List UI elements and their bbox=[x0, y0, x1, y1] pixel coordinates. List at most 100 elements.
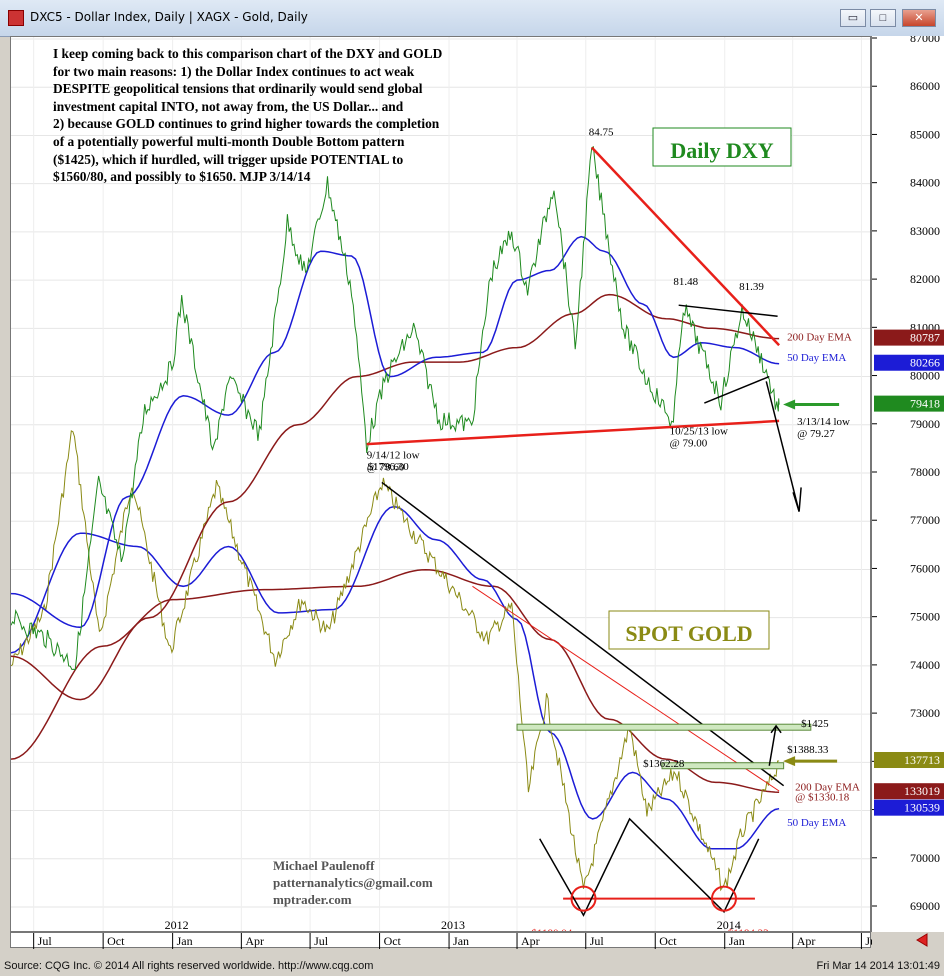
chart-svg: Daily DXY SPOT GOLD 84.75 81.48 81.39 9/14/12… bbox=[11, 37, 870, 932]
maximize-button[interactable]: □ bbox=[870, 9, 896, 27]
app-icon bbox=[8, 10, 24, 26]
annotation-label: @ 79.00 bbox=[670, 437, 708, 449]
last-value-badge bbox=[874, 752, 944, 769]
close-button[interactable]: ✕ bbox=[902, 9, 936, 27]
gold-w-pattern bbox=[539, 817, 760, 917]
dxy-triangle-lower bbox=[704, 375, 770, 404]
annotation-label: 50 Day EMA bbox=[787, 352, 846, 364]
price-tick-label: 82000 bbox=[910, 272, 940, 286]
gold-1362-box bbox=[661, 762, 785, 770]
commentary-text: I keep coming back to this comparison ch… bbox=[53, 46, 443, 185]
month-label: Apr bbox=[797, 934, 816, 948]
dxy-resistance-trendline bbox=[590, 146, 781, 347]
dxy-200ema-line bbox=[11, 293, 780, 701]
price-tick-label: 76000 bbox=[910, 561, 940, 575]
status-bar: Source: CQG Inc. © 2014 All rights reser… bbox=[0, 956, 944, 976]
dxy-pointer-arrowhead bbox=[783, 399, 796, 410]
window-title: DXC5 - Dollar Index, Daily | XAGX - Gold… bbox=[30, 10, 308, 24]
dxy-triangle-upper bbox=[678, 304, 778, 318]
time-axis[interactable]: Jul Oct Jan Apr Jul Oct Jan Apr Jul Oct Jan Apr Jul bbox=[10, 932, 880, 949]
year-label: 2013 bbox=[441, 918, 465, 932]
gold-bottom2-circle bbox=[710, 885, 737, 912]
minimize-button[interactable]: ▭ bbox=[840, 9, 866, 27]
timestamp: Fri Mar 14 2014 13:01:49 bbox=[816, 960, 940, 972]
price-tick-label: 86000 bbox=[910, 79, 940, 93]
gold-breakout-arrow bbox=[768, 725, 777, 766]
price-tick-label: 87000 bbox=[910, 36, 940, 45]
gold-thin-trendline bbox=[472, 585, 780, 792]
gold-panel-label-box bbox=[608, 610, 770, 650]
annotation-label: @ $1330.18 bbox=[795, 791, 850, 803]
annotation-label: 200 Day EMA bbox=[787, 331, 852, 343]
dxy-50ema-line bbox=[11, 235, 780, 629]
month-label: Oct bbox=[384, 934, 402, 948]
last-value-text: 80266 bbox=[910, 356, 940, 370]
annotation-label: $1362.28 bbox=[643, 758, 685, 770]
month-label: Jul bbox=[865, 934, 872, 948]
source-credit: Source: CQG Inc. © 2014 All rights reser… bbox=[4, 960, 374, 972]
month-label: Jan bbox=[729, 934, 745, 948]
annotation-label: 84.75 bbox=[589, 126, 614, 138]
author-credit: Michael Paulenoff patternanalytics@gmail… bbox=[273, 858, 433, 907]
gold-panel-label: SPOT GOLD bbox=[625, 621, 752, 646]
price-tick-label: 80000 bbox=[910, 369, 940, 383]
last-value-text: 79418 bbox=[910, 397, 940, 411]
price-tick-label: 79000 bbox=[910, 417, 940, 431]
last-value-text: 137713 bbox=[904, 753, 940, 767]
dxy-price-line bbox=[11, 145, 780, 671]
annotation-label: $1425 bbox=[801, 718, 829, 730]
price-tick-label: 69000 bbox=[910, 899, 940, 913]
dxy-panel-label-box bbox=[652, 127, 792, 167]
last-value-text: 133019 bbox=[904, 784, 940, 798]
price-tick-label: 78000 bbox=[910, 465, 940, 479]
window-titlebar: DXC5 - Dollar Index, Daily | XAGX - Gold… bbox=[0, 0, 944, 37]
gold-resistance-trendline bbox=[381, 481, 785, 787]
month-label: Jul bbox=[314, 934, 329, 948]
year-label: 2014 bbox=[717, 918, 741, 932]
dxy-panel-label: Daily DXY bbox=[670, 138, 773, 163]
price-axis-svg: 8700086000850008400083000820008100080000… bbox=[872, 31, 944, 913]
dxy-projection-arrow bbox=[765, 381, 800, 512]
annotation-label: 50 Day EMA bbox=[787, 817, 846, 829]
gold-pointer-arrowhead bbox=[783, 756, 796, 767]
month-label: Jul bbox=[38, 934, 53, 948]
scroll-left-arrow-icon[interactable] bbox=[913, 932, 933, 948]
chart-plot-area[interactable]: Daily DXY SPOT GOLD 84.75 81.48 81.39 9/14/12… bbox=[10, 36, 871, 932]
price-tick-label: 77000 bbox=[910, 513, 940, 527]
annotation-label: 81.39 bbox=[739, 281, 764, 293]
annotation-label: 81.48 bbox=[673, 276, 698, 288]
last-value-badge bbox=[874, 329, 944, 346]
price-tick-label: 73000 bbox=[910, 706, 940, 720]
last-value-text: 130539 bbox=[904, 801, 940, 815]
price-axis[interactable]: 87000 86000 85000 84000 83000 82000 81000 80000… bbox=[871, 31, 944, 932]
price-tick-label: 84000 bbox=[910, 176, 940, 190]
annotation-label: @ 79.27 bbox=[797, 428, 835, 440]
annotation-label: $1184.23 bbox=[728, 928, 769, 932]
annotation-label: $1796.30 bbox=[367, 461, 409, 473]
gold-50ema-line bbox=[11, 505, 780, 850]
annotation-label: 9/14/12 low bbox=[367, 450, 420, 462]
month-label: Jan bbox=[177, 934, 193, 948]
gold-bottom1-circle bbox=[570, 885, 597, 912]
gold-breakout-arrowhead bbox=[770, 724, 782, 734]
annotation-label: $1388.33 bbox=[787, 744, 829, 756]
annotation-label: 3/13/14 low bbox=[797, 416, 850, 428]
time-axis-svg: Jul Oct Jan Apr Jul Oct Jan Apr Jul Oct Jan Apr Jul bbox=[33, 933, 880, 949]
year-label: 2012 bbox=[165, 918, 189, 932]
month-label: Oct bbox=[659, 934, 677, 948]
last-value-badge bbox=[874, 354, 944, 371]
month-label: Apr bbox=[245, 934, 264, 948]
annotation-label: @ 78.60 bbox=[367, 462, 405, 474]
dxy-support-trendline bbox=[366, 419, 780, 446]
price-tick-label: 83000 bbox=[910, 224, 940, 238]
price-tick-label: 85000 bbox=[910, 127, 940, 141]
annotation-label: 10/25/13 low bbox=[670, 425, 728, 437]
month-label: Jan bbox=[453, 934, 469, 948]
annotation-label: 200 Day EMA bbox=[795, 781, 860, 793]
last-value-badge bbox=[874, 395, 944, 412]
month-label: Apr bbox=[521, 934, 540, 948]
price-tick-label: 70000 bbox=[910, 851, 940, 865]
annotation-label: $1180.04 bbox=[531, 928, 572, 932]
price-tick-label: 74000 bbox=[910, 658, 940, 672]
last-value-badge bbox=[874, 783, 944, 800]
